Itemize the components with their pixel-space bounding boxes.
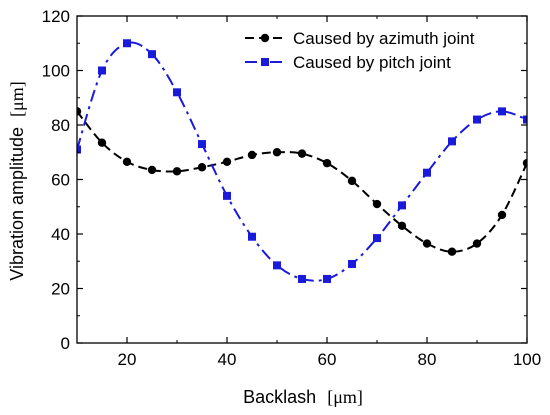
x-axis-label: Backlash [μm] [243,387,363,407]
data-point [372,199,382,209]
data-point [247,150,257,160]
x-axis-label-unit: [μm] [327,387,363,407]
data-point [497,210,507,220]
data-point [98,66,106,75]
legend-label: Caused by azimuth joint [293,29,475,48]
data-point [77,107,82,116]
y-axis-label-text: Vibration amplitude [7,127,27,281]
data-point [472,239,482,248]
y-tick-label: 20 [51,280,70,299]
y-axis-label: Vibration amplitude [μm] [7,81,27,280]
legend-label: Caused by pitch joint [293,53,451,72]
data-point [298,274,306,283]
data-point [498,107,506,116]
data-point [248,232,256,241]
x-tick-label: 20 [118,350,137,369]
data-point [297,149,307,158]
data-point [422,239,432,248]
series-line [77,41,527,282]
data-point [522,158,527,168]
x-tick-label: 80 [418,350,437,369]
legend: Caused by azimuth joint Caused by pitch j… [245,29,475,72]
series-0 [77,107,527,256]
data-point [323,274,331,283]
y-tick-label: 60 [51,171,70,190]
series-line [77,110,527,253]
y-tick-label: 0 [61,334,70,353]
plot-layer [77,39,527,283]
series-1 [77,39,527,283]
data-point [173,88,181,97]
data-point [423,168,431,177]
data-point [198,140,206,149]
data-point [97,138,107,147]
data-point [197,163,207,172]
data-point [148,50,156,59]
data-point [147,165,157,175]
data-point [272,148,282,157]
y-tick-label: 120 [42,7,70,26]
x-tick-label: 60 [318,350,337,369]
data-point [448,137,456,146]
data-point [172,167,182,176]
legend-item: Caused by azimuth joint [245,29,475,48]
data-point [322,158,332,168]
legend-marker [261,58,269,66]
data-point [273,261,281,270]
data-point [123,39,131,48]
y-tick-label: 100 [42,62,70,81]
legend-marker [260,33,270,43]
data-point [347,176,357,186]
data-point [223,191,231,200]
y-axis-label-unit: [μm] [7,81,27,117]
data-point [348,259,356,268]
data-point [222,157,232,166]
data-point [373,234,381,243]
data-point [447,247,457,256]
data-point [398,201,406,210]
legend-item: Caused by pitch joint [245,53,451,72]
data-point [122,157,132,166]
x-tick-label: 100 [513,350,541,369]
data-point [473,115,481,124]
data-point [77,145,81,154]
x-tick-label: 40 [218,350,237,369]
y-tick-label: 40 [51,225,70,244]
y-tick-label: 80 [51,116,70,135]
data-point [397,221,407,231]
data-point [523,115,527,124]
x-axis-label-text: Backlash [243,387,316,407]
axes-layer: 20 40 60 80 100 0 20 40 60 80 100 120 [42,7,542,369]
